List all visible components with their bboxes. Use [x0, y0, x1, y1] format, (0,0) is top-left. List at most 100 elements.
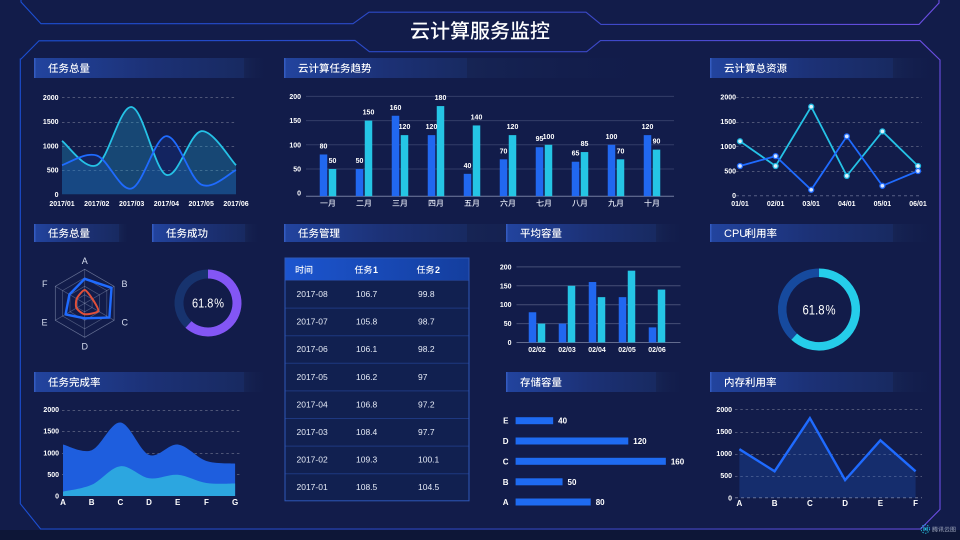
svg-text:0: 0	[728, 495, 732, 502]
svg-text:106.1: 106.1	[356, 344, 378, 354]
svg-text:90: 90	[653, 139, 661, 146]
svg-text:50: 50	[293, 167, 301, 174]
svg-text:0: 0	[732, 193, 736, 200]
svg-text:120: 120	[426, 124, 438, 131]
svg-text:108.5: 108.5	[356, 482, 378, 492]
svg-text:2000: 2000	[720, 94, 736, 101]
svg-text:80: 80	[320, 143, 328, 150]
svg-text:97.2: 97.2	[418, 399, 435, 409]
svg-text:200: 200	[500, 264, 512, 271]
svg-text:40: 40	[558, 417, 567, 426]
svg-text:120: 120	[642, 124, 654, 131]
svg-text:99.8: 99.8	[418, 289, 435, 299]
svg-text:D: D	[146, 498, 152, 507]
svg-text:2017-06: 2017-06	[297, 344, 328, 354]
svg-text:2017/03: 2017/03	[119, 201, 144, 208]
svg-text:2017/04: 2017/04	[154, 201, 179, 208]
svg-text:200: 200	[289, 94, 301, 101]
svg-text:500: 500	[47, 168, 59, 175]
svg-text:100: 100	[500, 302, 512, 309]
svg-text:1: 1	[373, 265, 378, 275]
svg-text:E: E	[878, 499, 884, 508]
svg-text:A: A	[737, 499, 743, 508]
svg-text:2017/01: 2017/01	[49, 201, 74, 208]
svg-text:1000: 1000	[716, 451, 732, 458]
svg-text:100: 100	[543, 134, 555, 141]
svg-text:D: D	[503, 437, 509, 446]
svg-text:97.7: 97.7	[418, 427, 435, 437]
svg-text:A: A	[60, 498, 66, 507]
svg-text:50: 50	[356, 158, 364, 165]
svg-text:108.4: 108.4	[356, 427, 378, 437]
svg-text:0: 0	[55, 192, 59, 199]
svg-text:100: 100	[289, 142, 301, 149]
svg-text:2017-03: 2017-03	[297, 427, 328, 437]
svg-text:C: C	[122, 318, 129, 328]
svg-text:500: 500	[724, 168, 736, 175]
svg-text:03/01: 03/01	[802, 201, 820, 208]
svg-text:150: 150	[363, 110, 375, 117]
svg-text:D: D	[81, 342, 88, 352]
svg-text:2017/02: 2017/02	[84, 201, 109, 208]
svg-text:100: 100	[606, 134, 618, 141]
svg-text:95: 95	[536, 136, 544, 143]
svg-text:1500: 1500	[43, 119, 59, 126]
svg-text:B: B	[503, 478, 509, 487]
svg-text:2: 2	[435, 265, 440, 275]
svg-text:E: E	[175, 498, 181, 507]
svg-text:50: 50	[329, 158, 337, 165]
svg-text:2000: 2000	[43, 95, 59, 102]
svg-text:70: 70	[617, 148, 625, 155]
svg-text:500: 500	[720, 473, 732, 480]
svg-text:A: A	[503, 498, 509, 507]
svg-text:C: C	[503, 457, 509, 466]
svg-text:A: A	[82, 256, 88, 266]
svg-text:02/02: 02/02	[528, 347, 546, 354]
svg-text:02/03: 02/03	[558, 347, 576, 354]
svg-text:106.8: 106.8	[356, 399, 378, 409]
svg-text:150: 150	[500, 283, 512, 290]
svg-text:04/01: 04/01	[838, 201, 856, 208]
svg-text:120: 120	[633, 437, 647, 446]
svg-text:120: 120	[399, 124, 411, 131]
svg-text:1000: 1000	[43, 143, 59, 150]
svg-text:0: 0	[55, 494, 59, 501]
svg-text:2000: 2000	[716, 407, 732, 414]
svg-text:1000: 1000	[43, 450, 59, 457]
svg-text:2017-05: 2017-05	[297, 372, 328, 382]
svg-text:B: B	[89, 498, 95, 507]
svg-text:02/04: 02/04	[588, 347, 606, 354]
svg-text:1500: 1500	[720, 119, 736, 126]
svg-text:F: F	[204, 498, 209, 507]
svg-text:06/01: 06/01	[909, 201, 927, 208]
svg-text:2017-04: 2017-04	[297, 399, 328, 409]
svg-text:160: 160	[390, 105, 402, 112]
svg-text:150: 150	[289, 118, 301, 125]
svg-text:106.7: 106.7	[356, 289, 378, 299]
svg-text:104.5: 104.5	[418, 482, 440, 492]
svg-text:98.2: 98.2	[418, 344, 435, 354]
svg-text:120: 120	[507, 124, 519, 131]
svg-text:140: 140	[471, 114, 483, 121]
svg-text:02/06: 02/06	[648, 347, 666, 354]
svg-text:D: D	[842, 499, 848, 508]
svg-text:98.7: 98.7	[418, 317, 435, 327]
svg-text:160: 160	[671, 457, 685, 466]
svg-text:0: 0	[297, 191, 301, 198]
svg-text:G: G	[232, 498, 238, 507]
svg-text:02/05: 02/05	[618, 347, 636, 354]
svg-text:40: 40	[464, 163, 472, 170]
svg-text:85: 85	[581, 141, 589, 148]
svg-text:CPU: CPU	[724, 228, 747, 240]
svg-text:2017-01: 2017-01	[297, 482, 328, 492]
svg-text:100.1: 100.1	[418, 455, 440, 465]
svg-text:109.3: 109.3	[356, 455, 378, 465]
svg-text:2000: 2000	[43, 407, 59, 414]
svg-text:0: 0	[508, 340, 512, 347]
svg-text:2017-07: 2017-07	[297, 317, 328, 327]
svg-text:1500: 1500	[716, 429, 732, 436]
svg-text:B: B	[122, 279, 128, 289]
svg-text:70: 70	[500, 148, 508, 155]
svg-text:180: 180	[435, 95, 447, 102]
svg-text:1500: 1500	[43, 429, 59, 436]
